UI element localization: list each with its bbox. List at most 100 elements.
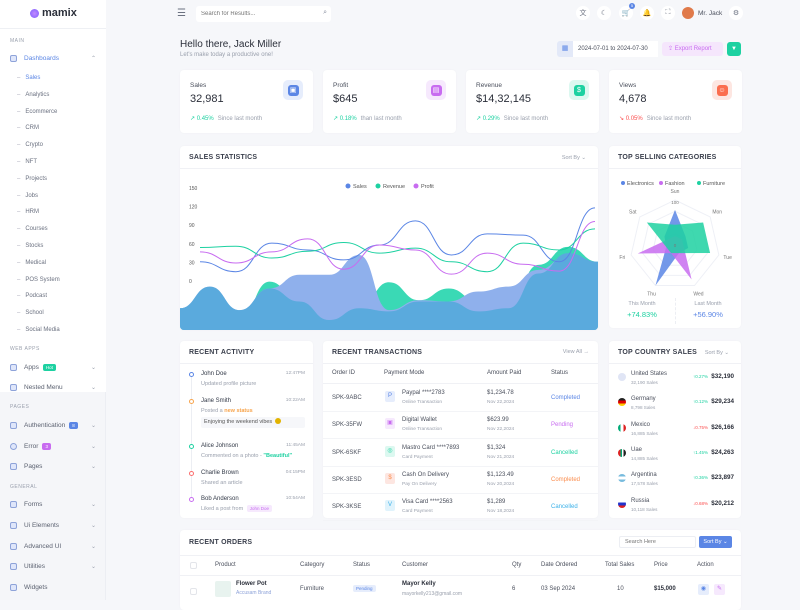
menu-toggle-icon[interactable]: ☰ bbox=[177, 8, 186, 19]
recent-orders-card: RECENT ORDERS Sort By ⌄ Product Category S… bbox=[180, 530, 741, 610]
amount-paid: $1,324 bbox=[487, 444, 506, 451]
sidebar-item-ui-elements[interactable]: Ui Elements ⌄ bbox=[10, 522, 96, 529]
activity-tag[interactable]: John Doe bbox=[246, 505, 272, 512]
row-checkbox[interactable] bbox=[190, 588, 197, 595]
sidebar-item-authentication[interactable]: Authentication 8 ⌄ bbox=[10, 422, 96, 429]
brand-logo[interactable]: mamix bbox=[30, 7, 77, 19]
avatar[interactable] bbox=[682, 7, 694, 19]
legend-label[interactable]: Profit bbox=[421, 184, 434, 190]
label: Nested Menu bbox=[24, 384, 63, 391]
sidebar-subitem-sales[interactable]: – Sales bbox=[17, 75, 40, 81]
search-icon[interactable]: ⌕ bbox=[323, 9, 327, 16]
label: Social Media bbox=[25, 327, 60, 333]
date-range-input[interactable]: 2024-07-01 to 2024-07-30 bbox=[573, 41, 658, 57]
chevron-down-icon: ⌄ bbox=[90, 365, 96, 371]
select-all-checkbox[interactable] bbox=[190, 562, 197, 569]
total-sales: 10 bbox=[617, 586, 624, 592]
search-input[interactable] bbox=[196, 6, 311, 22]
gear-icon[interactable]: ⚙ bbox=[729, 6, 743, 20]
cart-icon[interactable]: 🛒 5 bbox=[619, 3, 635, 20]
sidebar-item-pages[interactable]: Pages ⌄ bbox=[10, 463, 96, 470]
stat-change: 0.29% bbox=[482, 116, 500, 122]
stat-change: 0.05% bbox=[625, 116, 643, 122]
transaction-row[interactable]: SPK-6SKF ◎ Mastro Card ****7893 Card Paymen… bbox=[323, 440, 598, 467]
translate-icon[interactable]: 文 bbox=[576, 6, 590, 20]
sidebar-item-nested-menu[interactable]: Nested Menu ⌄ bbox=[10, 384, 96, 391]
edit-icon[interactable]: ✎ bbox=[714, 584, 725, 595]
sidebar-subitem-analytics[interactable]: – Analytics bbox=[17, 92, 49, 98]
orders-sort-button[interactable]: Sort By ⌄ bbox=[699, 536, 732, 548]
sidebar-item-error[interactable]: Error 3 ⌄ bbox=[10, 443, 96, 450]
country-row[interactable]: Mexico 16,885 Sales ↓0.75% $26,166 bbox=[609, 419, 741, 443]
country-row[interactable]: Argentina 17,578 Sales ↑0.36% $23,897 bbox=[609, 469, 741, 493]
bell-icon[interactable]: 🔔 bbox=[640, 6, 654, 20]
country-sales: 16,885 Sales bbox=[631, 430, 658, 436]
country-row[interactable]: Uae 14,885 Sales ↑1.45% $24,263 bbox=[609, 444, 741, 468]
view-all-link[interactable]: View All → bbox=[562, 349, 589, 355]
sidebar-item-advanced-ui[interactable]: Advanced UI ⌄ bbox=[10, 543, 96, 550]
country-name: Russia bbox=[631, 497, 650, 504]
label: Sales bbox=[25, 75, 41, 81]
sidebar-item-apps[interactable]: Apps Hot ⌄ bbox=[10, 364, 96, 371]
calendar-icon[interactable]: ▦ bbox=[557, 41, 573, 57]
legend-label[interactable]: Electronics bbox=[627, 181, 654, 187]
label: Apps bbox=[24, 364, 39, 371]
count-badge: 8 bbox=[69, 422, 78, 429]
timeline-dot-icon bbox=[189, 471, 194, 476]
sidebar-subitem-stocks[interactable]: – Stocks bbox=[17, 243, 43, 249]
orders-search-input[interactable] bbox=[619, 536, 696, 548]
sidebar-subitem-courses[interactable]: – Courses bbox=[17, 226, 48, 232]
search-box[interactable]: ⌕ bbox=[196, 6, 331, 22]
sidebar-subitem-social-media[interactable]: – Social Media bbox=[17, 327, 60, 333]
sidebar-subitem-jobs[interactable]: – Jobs bbox=[17, 193, 38, 199]
sidebar-subitem-projects[interactable]: – Projects bbox=[17, 176, 47, 182]
hot-badge: Hot bbox=[42, 364, 56, 371]
sidebar-subitem-crypto[interactable]: – Crypto bbox=[17, 142, 43, 148]
sidebar-item-widgets[interactable]: Widgets bbox=[10, 584, 96, 591]
sidebar-subitem-podcast[interactable]: – Podcast bbox=[17, 293, 47, 299]
sidebar-subitem-medical[interactable]: – Medical bbox=[17, 260, 46, 266]
sort-label: Sort By bbox=[703, 539, 722, 545]
stat-value: 32,981 bbox=[190, 93, 224, 105]
stat-trend: ↗ 0.29% Since last month bbox=[476, 115, 548, 122]
activity-highlight[interactable]: "Beautiful" bbox=[263, 453, 293, 459]
label: Medical bbox=[25, 259, 47, 266]
activity-desc: Shared an article bbox=[201, 480, 243, 486]
user-name[interactable]: Mr. Jack bbox=[698, 10, 723, 17]
status-label: Cancelled bbox=[551, 504, 578, 511]
legend-label[interactable]: Revenue bbox=[383, 184, 405, 190]
fullscreen-icon[interactable]: ⛶ bbox=[661, 6, 675, 20]
sidebar-subitem-nft[interactable]: – NFT bbox=[17, 159, 37, 165]
sidebar-subitem-pos-system[interactable]: – POS System bbox=[17, 277, 60, 283]
sidebar-subitem-ecommerce[interactable]: – Ecommerce bbox=[17, 109, 57, 115]
theme-icon[interactable]: ☾ bbox=[597, 6, 611, 20]
legend-label[interactable]: Furniture bbox=[703, 181, 725, 187]
activity-highlight[interactable]: new status bbox=[224, 408, 253, 414]
filter-button[interactable]: ▼ bbox=[727, 42, 741, 56]
country-row[interactable]: Russia 10,118 Sales ↓0.68% $20,212 bbox=[609, 495, 741, 519]
transaction-row[interactable]: SPK-9ABC P Paypal ****2783 Online Transacti… bbox=[323, 385, 598, 412]
sidebar-item-utilities[interactable]: Utilities ⌄ bbox=[10, 563, 96, 570]
transaction-row[interactable]: SPK-3ESD $ Cash On Delivery Pay On Delivery… bbox=[323, 467, 598, 494]
sort-by-dropdown[interactable]: Sort By ⌄ bbox=[704, 350, 729, 356]
export-report-button[interactable]: ⇪ Export Report bbox=[662, 42, 723, 56]
sidebar-subitem-hrm[interactable]: – HRM bbox=[17, 209, 39, 215]
sidebar-subitem-crm[interactable]: – CRM bbox=[17, 125, 39, 131]
sidebar-subitem-school[interactable]: – School bbox=[17, 310, 44, 316]
transaction-row[interactable]: SPK-35FW ▣ Digital Wallet Online Transactio… bbox=[323, 412, 598, 440]
view-icon[interactable]: ◉ bbox=[698, 584, 709, 595]
radar-axis-label: Fri bbox=[619, 255, 625, 261]
legend-label[interactable]: Fashion bbox=[665, 181, 685, 187]
transaction-row[interactable]: SPK-3KSE V Visa Card ****2563 Card Payment $… bbox=[323, 494, 598, 522]
country-row[interactable]: United States 32,190 Sales ↑0.27% $32,190 bbox=[609, 368, 741, 392]
column-header: Status bbox=[353, 562, 371, 568]
sidebar-item-dashboards[interactable]: Dashboards ⌃ bbox=[10, 55, 96, 62]
legend-label[interactable]: Sales bbox=[353, 184, 367, 190]
column-header: Amount Paid bbox=[487, 370, 522, 376]
sort-by-dropdown[interactable]: Sort By ⌄ bbox=[561, 155, 586, 161]
area-series-2 bbox=[180, 253, 598, 330]
order-row[interactable]: Flower Pot Accusam Brand Furniture Pending M… bbox=[180, 576, 741, 606]
dash-icon: – bbox=[17, 310, 21, 317]
country-row[interactable]: Germany 8,798 Sales ↑0.12% $29,234 bbox=[609, 393, 741, 417]
sidebar-item-forms[interactable]: Forms ⌄ bbox=[10, 501, 96, 508]
